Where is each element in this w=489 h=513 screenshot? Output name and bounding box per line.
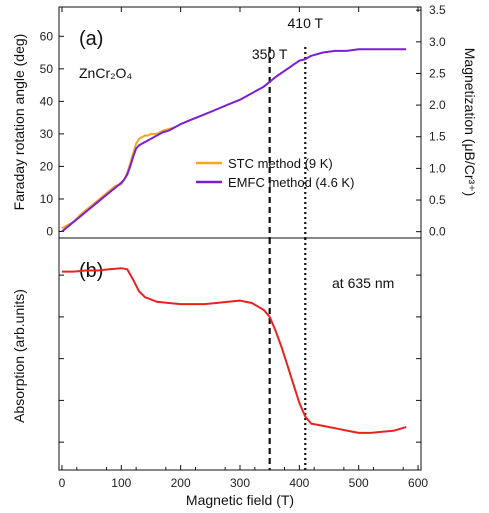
legend: STC method (9 K) EMFC method (4.6 K) <box>196 156 354 190</box>
y-tick-label: 30 <box>40 127 54 141</box>
y-right-tick-label: 0.5 <box>429 193 446 207</box>
panel-a-frame <box>58 6 422 239</box>
x-tick-label: 400 <box>289 476 309 490</box>
y-right-tick-label: 0.0 <box>429 225 446 239</box>
x-axis-ticks: 0 100 200 300 400 500 600 <box>59 465 428 490</box>
x-tick-label: 100 <box>111 476 131 490</box>
x-tick-label: 300 <box>230 476 250 490</box>
left-axis-title-b: Absorption (arb.units) <box>11 289 27 423</box>
y-right-tick-label: 1.0 <box>429 161 446 175</box>
y-tick-label: 60 <box>40 29 54 43</box>
x-axis-title: Magnetic field (T) <box>186 492 294 508</box>
x-tick-label: 500 <box>349 476 369 490</box>
panel-a: (a) ZnCr₂O₄ Faraday rotation angle (deg)… <box>11 3 478 239</box>
y-tick-label: 20 <box>40 159 54 173</box>
y-tick-label: 50 <box>40 62 54 76</box>
panel-b-series <box>62 267 407 434</box>
panel-a-series <box>61 48 407 233</box>
y-tick-label: 10 <box>40 192 54 206</box>
panel-a-right-ticks: 0.0 0.5 1.0 1.5 2.0 2.5 3.0 3.5 <box>416 3 446 239</box>
y-right-tick-label: 3.5 <box>429 3 446 17</box>
panel-a-left-ticks: 0 10 20 30 40 50 60 <box>40 7 419 238</box>
y-tick-label: 40 <box>40 94 54 108</box>
right-axis-title-a: Magnetization (μB/Cr³⁺) <box>462 48 478 197</box>
y-right-tick-label: 2.0 <box>429 98 446 112</box>
series-line-2 <box>61 48 407 233</box>
panel-a-label: (a) <box>79 28 103 50</box>
x-tick-label: 0 <box>59 476 66 490</box>
reference-line-label-410: 410 T <box>288 15 324 31</box>
x-tick-label: 200 <box>171 476 191 490</box>
sample-label: ZnCr₂O₄ <box>79 65 132 81</box>
legend-label-1: STC method (9 K) <box>228 156 333 171</box>
legend-label-2: EMFC method (4.6 K) <box>228 175 354 190</box>
x-tick-label: 600 <box>408 476 428 490</box>
wavelength-annotation: at 635 nm <box>332 275 394 291</box>
absorption-line-1 <box>62 267 407 434</box>
panel-b-frame <box>58 237 422 471</box>
left-axis-title-a: Faraday rotation angle (deg) <box>11 34 27 211</box>
y-right-tick-label: 1.5 <box>429 130 446 144</box>
series-line-1 <box>61 126 175 230</box>
y-right-tick-label: 2.5 <box>429 66 446 80</box>
y-right-tick-label: 3.0 <box>429 35 446 49</box>
panel-b-left-ticks <box>59 274 421 443</box>
y-tick-label: 0 <box>46 224 53 238</box>
panel-b: (b) at 635 nm Absorption (arb.units) Mag… <box>11 237 428 508</box>
panel-b-reference-lines <box>268 238 307 470</box>
reference-line-label-350: 350 T <box>252 46 288 62</box>
